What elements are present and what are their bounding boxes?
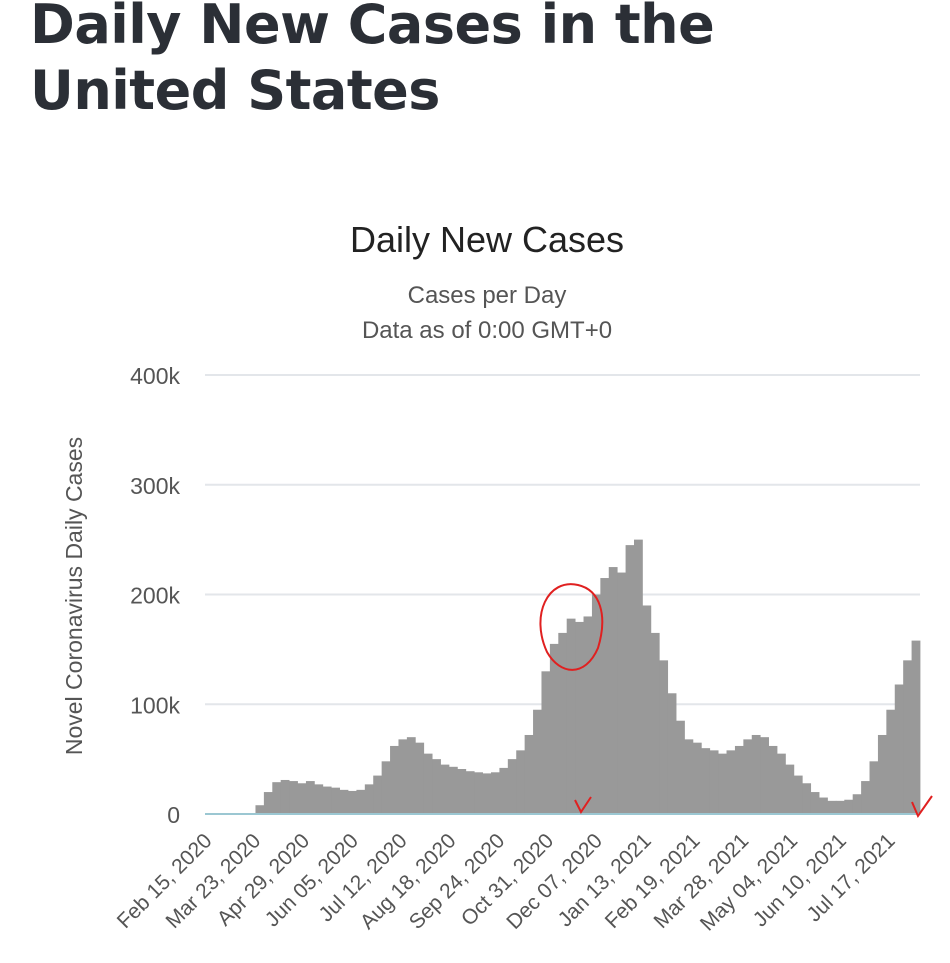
bar	[608, 567, 618, 814]
bar	[339, 789, 349, 814]
bar	[659, 660, 669, 814]
bar	[499, 767, 509, 814]
bar	[701, 748, 711, 814]
check-mark-annotation	[574, 796, 592, 814]
bar	[474, 772, 483, 814]
bar	[289, 781, 298, 814]
bar	[305, 781, 315, 814]
bar	[297, 783, 307, 814]
bar	[364, 784, 374, 814]
bar	[314, 784, 324, 814]
bar	[381, 761, 391, 814]
bar	[406, 737, 416, 814]
chart-title: Daily New Cases	[350, 219, 624, 260]
bar	[263, 792, 273, 814]
bar	[533, 709, 542, 814]
bar	[903, 660, 912, 814]
bar	[549, 643, 559, 814]
bar	[583, 616, 593, 814]
chart-data-note: Data as of 0:00 GMT+0	[362, 317, 612, 344]
bar	[810, 792, 820, 814]
y-tick-label: 300k	[130, 473, 180, 499]
bar	[272, 782, 282, 814]
bar	[861, 781, 870, 814]
bar	[541, 671, 551, 814]
bar	[726, 750, 736, 814]
bar	[642, 605, 652, 814]
bar	[835, 800, 845, 814]
bar	[852, 794, 862, 814]
bar	[793, 775, 803, 814]
bar	[415, 742, 425, 814]
bar	[625, 545, 635, 814]
bar	[777, 753, 786, 814]
bar	[482, 773, 492, 814]
bar	[894, 684, 904, 814]
bar	[348, 790, 357, 814]
bar	[465, 771, 475, 814]
y-tick-label: 100k	[130, 692, 180, 718]
bar	[516, 750, 526, 814]
bar	[373, 775, 383, 814]
bar	[591, 594, 601, 814]
bar	[877, 734, 887, 814]
bar	[650, 632, 660, 814]
bar	[709, 750, 719, 814]
bar	[751, 734, 761, 814]
bar	[423, 753, 433, 814]
check-mark-annotation	[911, 795, 933, 819]
bar	[684, 739, 694, 814]
highlight-circle-annotation	[539, 583, 604, 671]
page-title: Daily New Cases in the United States	[30, 0, 715, 122]
bar	[802, 783, 812, 814]
bar	[734, 745, 744, 814]
bar	[760, 737, 769, 814]
bar	[507, 759, 517, 814]
bar	[390, 745, 399, 814]
bar	[566, 618, 576, 814]
bar	[440, 764, 450, 814]
y-tick-label: 200k	[130, 583, 180, 609]
bar	[869, 761, 879, 814]
bar	[524, 734, 534, 814]
bar	[398, 739, 408, 814]
bar	[491, 772, 500, 814]
y-axis-label: Novel Coronavirus Daily Cases	[61, 437, 87, 755]
y-tick-label: 0	[167, 802, 180, 828]
bar	[844, 799, 854, 814]
bar	[457, 769, 467, 814]
bar	[280, 779, 290, 814]
bar	[886, 709, 896, 814]
bar	[322, 786, 332, 814]
bar	[692, 742, 702, 814]
bar	[617, 572, 626, 814]
bar	[768, 745, 778, 814]
bar	[600, 578, 610, 814]
bar	[676, 720, 685, 814]
bar	[575, 621, 584, 814]
bar	[356, 789, 366, 814]
bar	[331, 787, 340, 814]
bar	[448, 766, 458, 814]
bar	[819, 797, 828, 814]
bar	[432, 759, 441, 814]
chart-subtitle: Cases per Day	[408, 282, 567, 309]
bar	[718, 753, 727, 814]
bar	[827, 800, 837, 814]
bar	[255, 805, 265, 814]
bar	[785, 764, 795, 814]
bar	[667, 693, 677, 814]
bar	[558, 632, 568, 814]
bar	[911, 640, 921, 814]
y-tick-label: 400k	[130, 363, 180, 389]
bar	[634, 539, 643, 814]
bar	[743, 739, 753, 814]
